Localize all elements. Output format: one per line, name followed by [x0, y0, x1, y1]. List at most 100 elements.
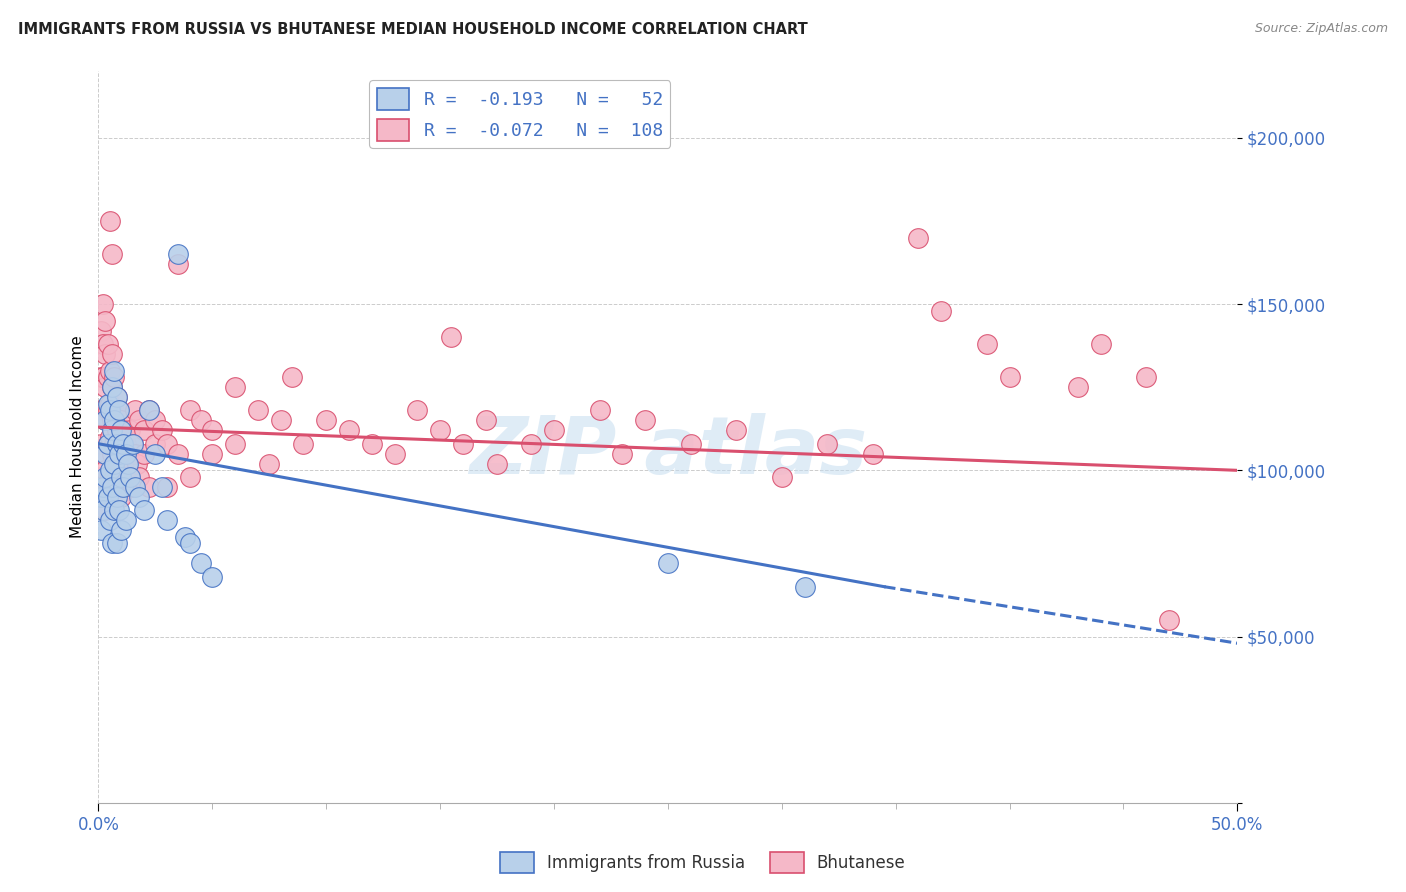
Point [101, 380, 124, 394]
Point [292, 436, 315, 450]
Point [138, 480, 160, 494]
Point [907, 230, 929, 244]
Point [91, 403, 114, 417]
Point [91, 447, 114, 461]
Point [167, 257, 190, 271]
Point [114, 513, 136, 527]
Point [1067, 380, 1090, 394]
Point [101, 347, 124, 361]
Point [121, 436, 143, 450]
Point [112, 424, 135, 438]
Point [190, 413, 212, 427]
Point [634, 413, 657, 427]
Point [167, 447, 190, 461]
Point [145, 413, 167, 427]
Point [360, 436, 382, 450]
Point [98, 363, 121, 377]
Point [103, 470, 125, 484]
Point [105, 490, 128, 504]
Point [94, 447, 117, 461]
Point [190, 557, 212, 571]
Point [110, 447, 132, 461]
Point [96, 490, 118, 504]
Point [156, 436, 179, 450]
Point [94, 314, 117, 328]
Point [179, 536, 201, 550]
Point [117, 447, 139, 461]
Point [520, 436, 543, 450]
Point [201, 424, 224, 438]
Point [108, 403, 131, 417]
Point [281, 370, 304, 384]
Point [108, 503, 131, 517]
Point [103, 370, 125, 384]
Point [91, 480, 114, 494]
Point [90, 403, 112, 417]
Point [96, 403, 118, 417]
Point [384, 447, 406, 461]
Point [120, 424, 142, 438]
Point [998, 370, 1021, 384]
Point [91, 370, 114, 384]
Point [114, 436, 136, 450]
Point [90, 324, 112, 338]
Point [94, 413, 117, 427]
Text: Source: ZipAtlas.com: Source: ZipAtlas.com [1254, 22, 1388, 36]
Point [101, 536, 124, 550]
Point [90, 490, 112, 504]
Point [976, 337, 998, 351]
Point [657, 557, 679, 571]
Point [105, 457, 128, 471]
Point [224, 436, 246, 450]
Point [94, 413, 117, 427]
Point [1090, 337, 1112, 351]
Point [91, 490, 114, 504]
Point [150, 424, 173, 438]
Point [201, 570, 224, 584]
Point [128, 413, 150, 427]
Y-axis label: Median Household Income: Median Household Income [69, 335, 84, 539]
Point [96, 436, 118, 450]
Point [98, 470, 121, 484]
Point [406, 403, 429, 417]
Point [110, 470, 132, 484]
Point [179, 403, 201, 417]
Point [91, 337, 114, 351]
Point [121, 480, 143, 494]
Point [103, 403, 125, 417]
Point [120, 470, 142, 484]
Point [117, 457, 139, 471]
Point [90, 470, 112, 484]
Point [440, 330, 463, 344]
Point [98, 403, 121, 417]
Point [588, 403, 610, 417]
Point [114, 447, 136, 461]
Point [94, 347, 117, 361]
Point [96, 397, 118, 411]
Point [1157, 613, 1180, 627]
Point [270, 413, 292, 427]
Point [105, 536, 128, 550]
Point [108, 436, 131, 450]
Point [929, 303, 952, 318]
Point [110, 424, 132, 438]
Point [179, 470, 201, 484]
Point [145, 447, 167, 461]
Point [96, 436, 118, 450]
Point [337, 424, 360, 438]
Point [110, 413, 132, 427]
Point [105, 390, 128, 404]
Point [138, 403, 160, 417]
Point [91, 503, 114, 517]
Point [103, 363, 125, 377]
Point [224, 380, 246, 394]
Point [112, 480, 135, 494]
Point [128, 470, 150, 484]
Point [98, 430, 121, 444]
Point [94, 470, 117, 484]
Point [201, 447, 224, 461]
Point [132, 503, 155, 517]
Point [96, 337, 118, 351]
Point [108, 447, 131, 461]
Point [101, 380, 124, 394]
